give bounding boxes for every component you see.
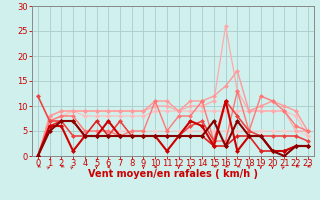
X-axis label: Vent moyen/en rafales ( km/h ): Vent moyen/en rafales ( km/h ) (88, 169, 258, 179)
